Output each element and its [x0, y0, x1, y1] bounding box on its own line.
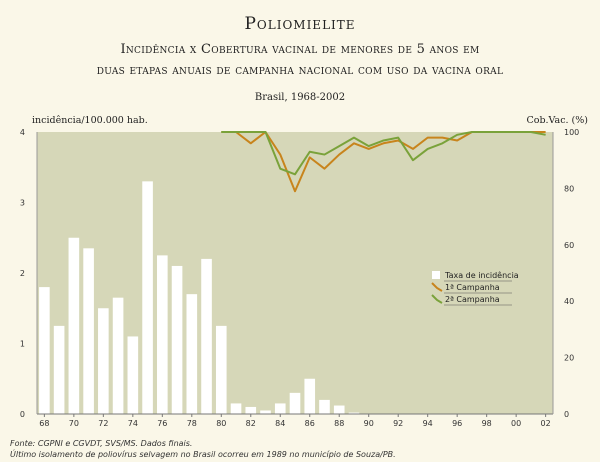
incidence-bar-1979: [201, 258, 212, 414]
incidence-bar-1976: [157, 255, 168, 414]
x-tick-label: 84: [275, 419, 285, 428]
source-note: Fonte: CGPNI e CGVDT, SVS/MS. Dados fina…: [10, 439, 193, 448]
x-tick-label: 78: [187, 419, 197, 428]
incidence-bar-1977: [171, 265, 183, 414]
left-tick-label: 1: [20, 340, 25, 349]
incidence-bar-1986: [304, 378, 316, 414]
legend: Taxa de incidência 1ª Campanha 2ª Campanha: [431, 270, 519, 306]
x-tick-label: 80: [216, 419, 226, 428]
x-tick-label: 70: [69, 419, 79, 428]
legend-label-campanha-1: 1ª Campanha: [445, 283, 500, 292]
right-tick-label: 80: [564, 184, 574, 193]
x-tick-label: 94: [423, 419, 433, 428]
left-axis-label: incidência/100.000 hab.: [32, 115, 148, 126]
x-tick-label: 68: [39, 419, 49, 428]
chart-subtitle-line2: duas etapas anuais de campanha nacional …: [96, 63, 504, 78]
incidence-bar-1970: [68, 237, 80, 414]
right-tick-label: 20: [564, 354, 574, 363]
x-tick-label: 96: [452, 419, 462, 428]
incidence-bar-1972: [98, 308, 109, 414]
chart-title: Poliomielite: [244, 14, 356, 34]
incidence-bars: [39, 181, 360, 414]
right-tick-label: 40: [564, 297, 574, 306]
left-tick-label: 2: [20, 269, 25, 278]
incidence-bar-1989: [348, 412, 360, 414]
chart-place-period: Brasil, 1968-2002: [254, 92, 346, 103]
right-tick-label: 100: [564, 128, 579, 137]
left-tick-label: 4: [20, 128, 25, 137]
right-axis-label: Cob.Vac. (%): [526, 115, 588, 126]
x-tick-label: 76: [157, 419, 167, 428]
incidence-bar-1969: [53, 325, 65, 414]
incidence-bar-1973: [112, 297, 124, 414]
incidence-bar-1968: [39, 287, 50, 414]
legend-swatch-bar: [432, 271, 440, 279]
left-tick-label: 3: [20, 199, 25, 208]
incidence-bar-1975: [142, 181, 153, 414]
legend-swatch-line-2: [431, 294, 443, 304]
incidence-bar-1988: [333, 405, 345, 414]
legend-label-incidence: Taxa de incidência: [444, 270, 519, 280]
right-tick-label: 0: [564, 410, 569, 419]
x-tick-label: 00: [511, 419, 521, 428]
incidence-bar-1984: [274, 403, 286, 414]
left-tick-label: 0: [20, 410, 25, 419]
x-tick-label: 74: [128, 419, 138, 428]
incidence-bar-1983: [260, 410, 271, 414]
x-tick-label: 88: [334, 419, 344, 428]
legend-swatch-line-1: [431, 282, 443, 292]
x-tick-label: 90: [364, 419, 374, 428]
footnote: Último isolamento de poliovírus selvagem…: [10, 450, 396, 459]
incidence-bar-1978: [186, 294, 198, 414]
x-tick-label: 02: [541, 419, 551, 428]
incidence-bar-1985: [289, 392, 301, 414]
legend-label-campanha-2: 2ª Campanha: [445, 295, 500, 304]
x-tick-label: 82: [246, 419, 256, 428]
coverage-line-2: [221, 131, 546, 176]
x-tick-label: 98: [482, 419, 492, 428]
incidence-bar-1971: [83, 248, 94, 414]
x-tick-label: 86: [305, 419, 315, 428]
coverage-lines: [221, 131, 546, 193]
chart-subtitle-line1: Incidência x Cobertura vacinal de menore…: [120, 42, 480, 57]
incidence-bar-1987: [319, 399, 330, 414]
x-tick-label: 72: [98, 419, 108, 428]
incidence-bar-1980: [215, 325, 227, 414]
x-tick-label: 92: [393, 419, 403, 428]
incidence-bar-1981: [230, 403, 242, 414]
right-tick-label: 60: [564, 241, 574, 250]
incidence-bar-1974: [127, 336, 139, 414]
incidence-bar-1982: [245, 406, 257, 414]
